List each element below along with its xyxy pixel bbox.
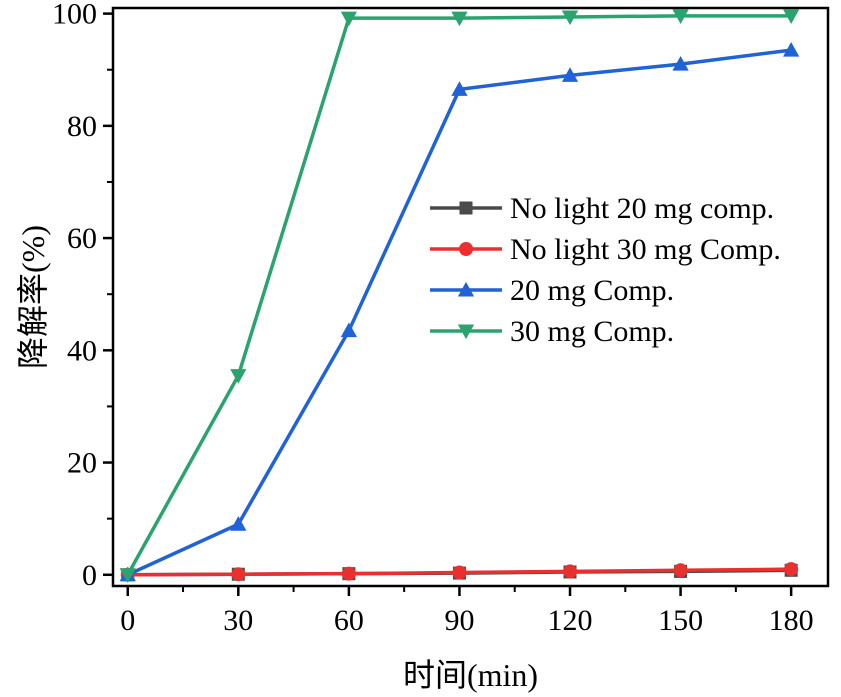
legend-swatch-marker	[459, 201, 473, 215]
series-3	[119, 41, 800, 582]
y-tick-label: 60	[67, 222, 97, 255]
x-tick-label: 0	[120, 604, 135, 637]
legend-label: 30 mg Comp.	[510, 315, 674, 348]
data-point	[340, 11, 358, 27]
y-tick-label: 40	[67, 334, 97, 367]
legend-swatch-marker	[459, 242, 473, 256]
legend-swatch-marker	[457, 324, 475, 340]
legend-entry: 30 mg Comp.	[430, 315, 674, 348]
data-point	[783, 41, 800, 57]
data-point	[230, 369, 247, 384]
data-point	[673, 563, 688, 578]
data-point	[672, 55, 689, 71]
x-tick-label: 120	[548, 604, 593, 637]
data-point	[672, 9, 689, 24]
series-lines	[119, 9, 800, 583]
x-tick-label: 30	[223, 604, 253, 637]
legend-entry: No light 20 mg comp.	[430, 192, 774, 225]
data-point	[341, 566, 356, 581]
legend-label: No light 30 mg Comp.	[510, 233, 781, 266]
legend-label: No light 20 mg comp.	[510, 192, 774, 225]
data-point	[561, 10, 579, 26]
data-point	[561, 67, 579, 82]
data-point	[563, 564, 578, 579]
y-axis-title: 降解率(%)	[15, 225, 51, 369]
y-tick-label: 100	[52, 0, 97, 31]
legend-entry: 20 mg Comp.	[430, 274, 674, 307]
y-tick-label: 80	[67, 110, 97, 143]
data-point	[452, 565, 467, 580]
series-line	[127, 48, 792, 577]
tick-labels: 0 30 60 90 120 150 180 0 20 40 60 80 100	[52, 0, 814, 637]
plot-frame	[111, 6, 830, 588]
x-tick-label: 150	[658, 604, 703, 637]
x-tick-label: 60	[334, 604, 364, 637]
legend-label: 20 mg Comp.	[510, 274, 674, 307]
legend: No light 20 mg comp. No light 30 mg Comp.…	[430, 192, 781, 348]
axis-ticks	[103, 12, 793, 596]
y-tick-label: 0	[82, 559, 97, 592]
y-tick-label: 20	[67, 447, 97, 480]
x-tick-label: 90	[444, 604, 474, 637]
series-4	[119, 9, 800, 583]
data-point	[230, 516, 247, 531]
data-point	[119, 568, 136, 583]
data-point	[784, 562, 799, 577]
x-axis-title: 时间(min)	[403, 657, 538, 693]
data-point	[340, 322, 358, 338]
data-point	[231, 567, 246, 582]
legend-swatch-marker	[457, 281, 475, 297]
data-point	[451, 11, 468, 27]
data-point	[451, 81, 468, 96]
x-tick-label: 180	[769, 604, 814, 637]
legend-entry: No light 30 mg Comp.	[430, 233, 781, 266]
data-point	[783, 9, 800, 24]
